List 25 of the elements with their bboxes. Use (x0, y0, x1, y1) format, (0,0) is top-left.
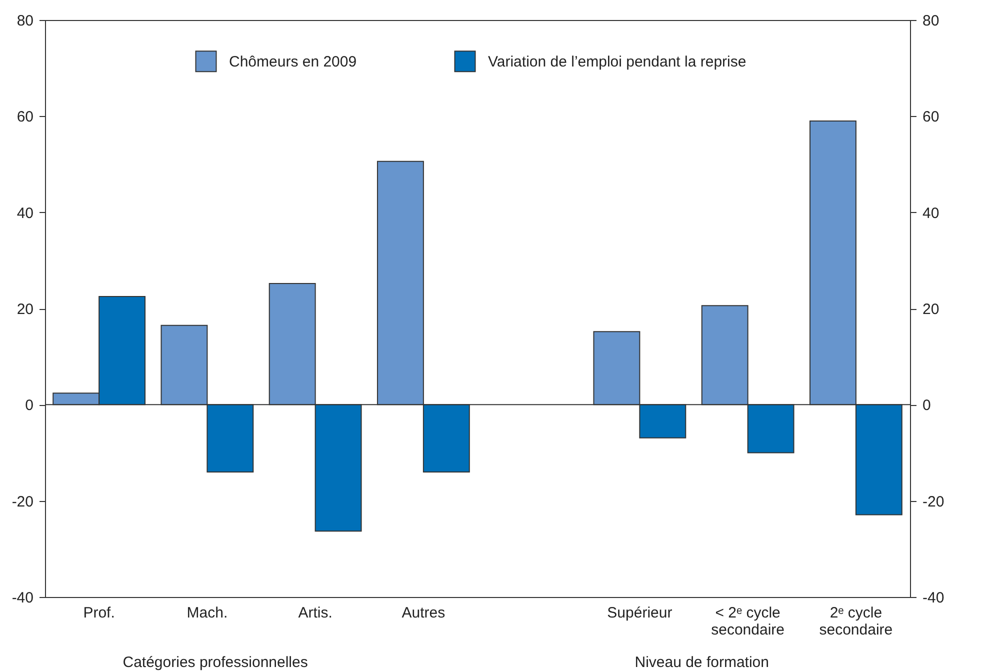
y-tick-label: -40 (12, 590, 34, 606)
y-tick-label: -20 (12, 493, 34, 510)
y2-tick-label: -20 (922, 493, 944, 510)
x-tick-label: Mach. (186, 604, 228, 622)
y2-tick-label: -40 (922, 590, 944, 606)
legend-label: Variation de l’emploi pendant la reprise (488, 53, 746, 70)
y2-tick-label: 60 (922, 108, 940, 126)
y-tick-label: 40 (16, 204, 34, 222)
y2-tick-label: 80 (922, 12, 940, 30)
x-tick-label: 2ᵉ cycle secondaire (819, 604, 893, 638)
x-tick-label: Prof. (83, 604, 115, 622)
x-tick-label: Supérieur (607, 604, 672, 622)
x-tick-label: < 2ᵉ cycle secondaire (711, 604, 785, 638)
x-tick-label: Autres (402, 604, 446, 622)
y2-tick-label: 0 (922, 397, 931, 414)
legend-label: Chômeurs en 2009 (229, 53, 357, 70)
y-tick-label: 80 (16, 12, 34, 30)
text: Niveau de formation (634, 654, 769, 671)
x-tick-label: Artis. (298, 604, 332, 622)
y-tick-label: 60 (16, 108, 34, 126)
text: Catégories professionnelles (122, 654, 308, 671)
y2-tick-label: 20 (922, 301, 940, 318)
y2-tick-label: 40 (922, 204, 940, 222)
y-tick-label: 0 (25, 397, 34, 414)
y-tick-label: 20 (16, 301, 34, 318)
